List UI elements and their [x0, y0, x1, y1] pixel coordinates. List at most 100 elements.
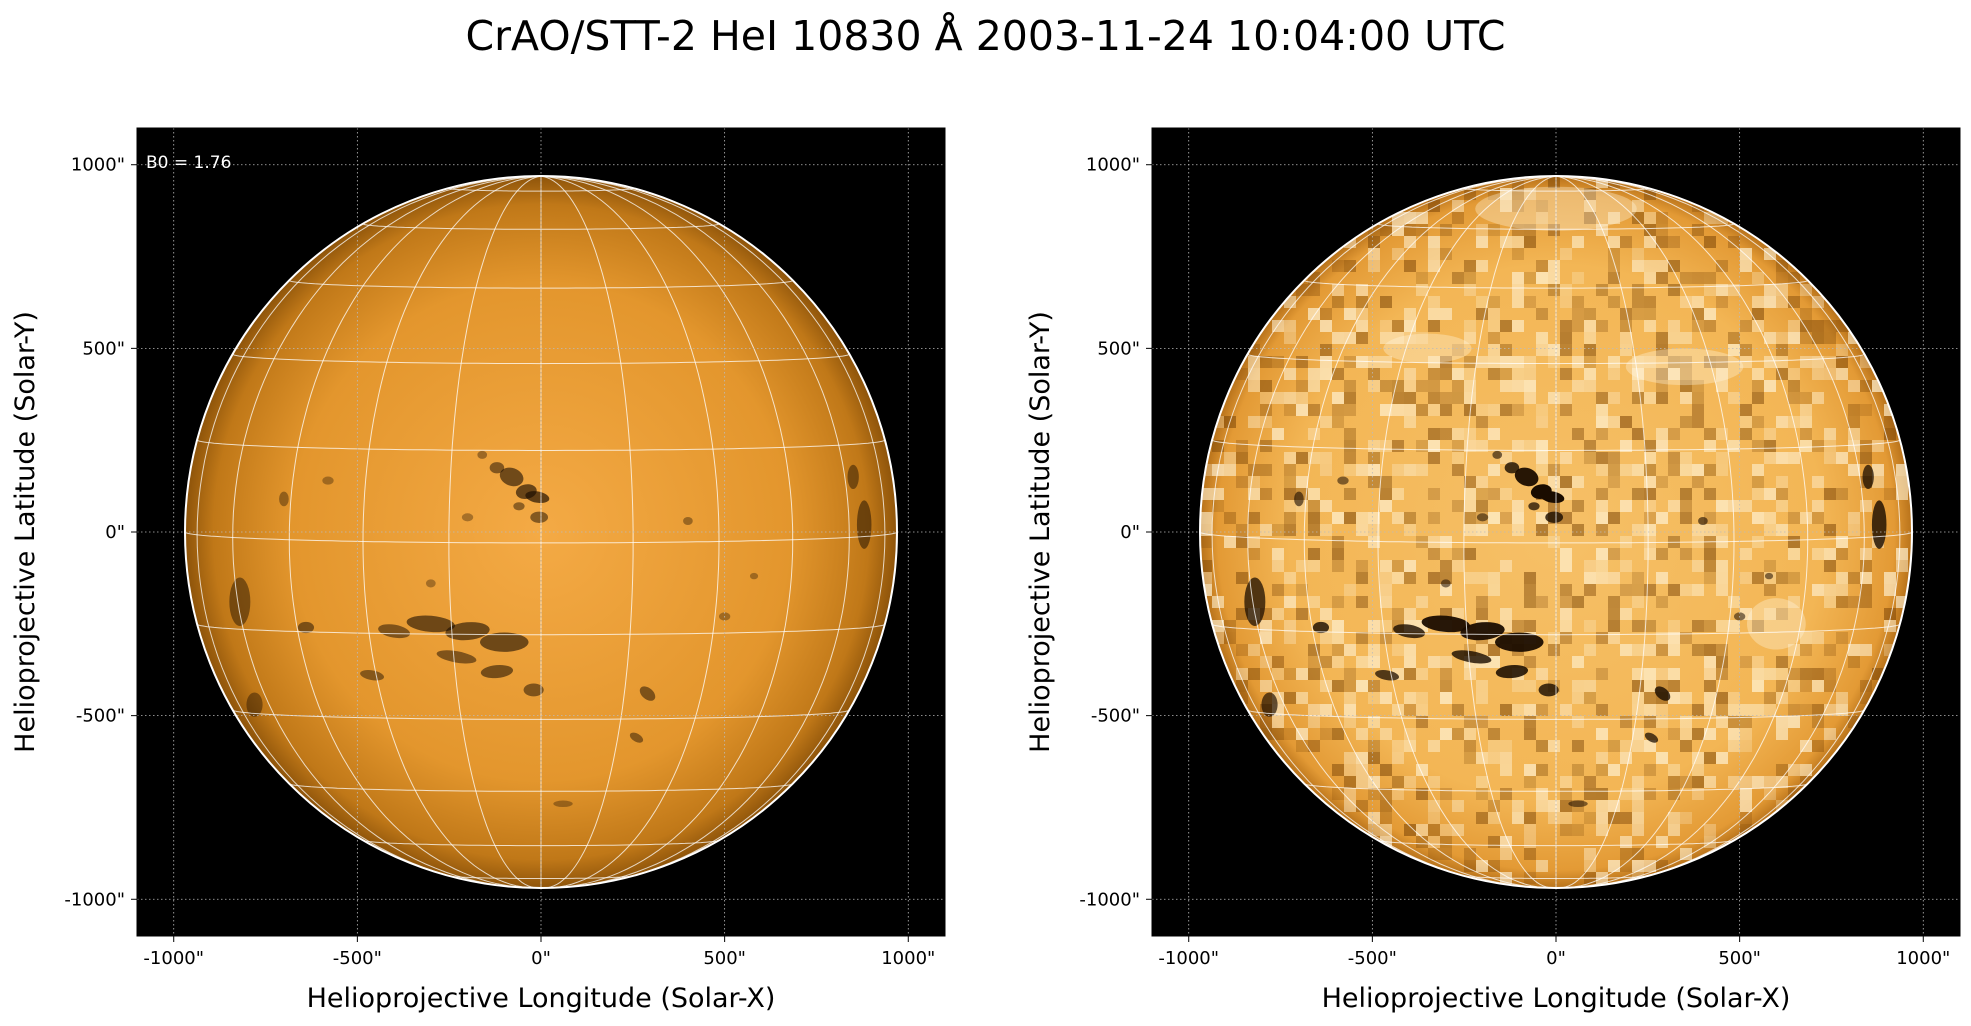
right-dark-feature — [1261, 692, 1278, 717]
right-network-cell — [1476, 488, 1488, 500]
right-network-cell — [1416, 380, 1428, 392]
right-network-cell — [1536, 200, 1548, 212]
right-network-cell — [1572, 596, 1584, 608]
right-network-cell — [1728, 716, 1740, 728]
right-network-cell — [1836, 548, 1848, 560]
right-network-cell — [1608, 464, 1620, 476]
left-longitude-line — [232, 176, 542, 888]
right-network-cell — [1344, 788, 1356, 800]
right-network-cell — [1644, 452, 1656, 464]
right-network-cell — [1632, 464, 1644, 476]
right-network-cell — [1632, 740, 1644, 752]
right-network-cell — [1404, 524, 1416, 536]
right-network-cell — [1260, 524, 1272, 536]
right-dark-feature — [1871, 500, 1887, 549]
right-network-cell — [1452, 440, 1464, 452]
right-network-cell — [1560, 584, 1572, 596]
right-network-cell — [1284, 392, 1296, 404]
right-network-cell — [1296, 476, 1308, 488]
right-network-cell — [1812, 680, 1824, 692]
right-network-cell — [1632, 704, 1644, 716]
right-longitude-line — [1463, 176, 1557, 888]
right-x-tick-label: -1000" — [1158, 948, 1219, 969]
right-network-cell — [1656, 236, 1668, 248]
right-network-cell — [1296, 692, 1308, 704]
right-network-cell — [1548, 224, 1560, 236]
right-network-cell — [1764, 248, 1776, 260]
right-network-cell — [1680, 740, 1692, 752]
right-network-cell — [1284, 464, 1296, 476]
right-network-cell — [1596, 392, 1608, 404]
right-network-cell — [1860, 560, 1872, 572]
right-network-cell — [1776, 500, 1788, 512]
right-network-cell — [1356, 680, 1368, 692]
right-network-cell — [1284, 500, 1296, 512]
right-network-cell — [1392, 404, 1404, 416]
right-network-cell — [1248, 536, 1260, 548]
right-network-cell — [1500, 488, 1512, 500]
left-dark-feature — [489, 462, 505, 474]
right-network-cell — [1584, 620, 1596, 632]
right-network-cell — [1524, 620, 1536, 632]
right-network-cell — [1500, 560, 1512, 572]
right-network-cell — [1656, 548, 1668, 560]
right-network-cell — [1476, 236, 1488, 248]
right-network-cell — [1596, 704, 1608, 716]
right-network-cell — [1248, 548, 1260, 560]
right-network-cell — [1620, 440, 1632, 452]
right-network-cell — [1512, 320, 1524, 332]
right-network-cell — [1848, 404, 1860, 416]
right-network-cell — [1452, 368, 1464, 380]
right-network-cell — [1680, 416, 1692, 428]
right-network-cell — [1824, 320, 1836, 332]
right-network-cell — [1596, 500, 1608, 512]
right-network-cell — [1512, 512, 1524, 524]
right-network-cell — [1452, 392, 1464, 404]
right-network-cell — [1596, 752, 1608, 764]
right-network-cell — [1764, 704, 1776, 716]
right-network-cell — [1812, 632, 1824, 644]
right-network-cell — [1668, 236, 1680, 248]
right-network-cell — [1788, 716, 1800, 728]
right-network-cell — [1608, 260, 1620, 272]
right-network-cell — [1272, 560, 1284, 572]
right-network-cell — [1392, 488, 1404, 500]
right-network-cell — [1332, 728, 1344, 740]
right-network-cell — [1200, 512, 1212, 524]
left-dark-feature — [246, 692, 263, 717]
right-network-cell — [1512, 224, 1524, 236]
right-network-cell — [1548, 632, 1560, 644]
right-network-cell — [1608, 356, 1620, 368]
right-network-cell — [1344, 692, 1356, 704]
right-network-cell — [1692, 392, 1704, 404]
right-network-cell — [1896, 476, 1908, 488]
right-network-cell — [1404, 608, 1416, 620]
right-network-cell — [1644, 308, 1656, 320]
right-network-cell — [1344, 428, 1356, 440]
right-network-cell — [1464, 476, 1476, 488]
right-longitude-line — [1377, 176, 1557, 888]
right-network-cell — [1392, 608, 1404, 620]
right-network-cell — [1536, 704, 1548, 716]
right-network-cell — [1788, 548, 1800, 560]
right-network-cell — [1620, 332, 1632, 344]
right-network-cell — [1692, 524, 1704, 536]
right-network-cell — [1704, 668, 1716, 680]
right-network-cell — [1428, 380, 1440, 392]
right-network-cell — [1680, 812, 1692, 824]
right-network-cell — [1452, 464, 1464, 476]
right-network-cell — [1776, 476, 1788, 488]
right-network-cell — [1740, 248, 1752, 260]
right-network-cell — [1692, 272, 1704, 284]
right-network-cell — [1740, 656, 1752, 668]
right-network-cell — [1332, 368, 1344, 380]
right-network-cell — [1476, 680, 1488, 692]
right-network-cell — [1356, 296, 1368, 308]
right-network-cell — [1560, 368, 1572, 380]
right-network-cell — [1440, 728, 1452, 740]
right-network-cell — [1320, 524, 1332, 536]
right-network-cell — [1644, 764, 1656, 776]
right-network-cell — [1836, 584, 1848, 596]
right-network-cell — [1824, 488, 1836, 500]
right-network-cell — [1536, 524, 1548, 536]
